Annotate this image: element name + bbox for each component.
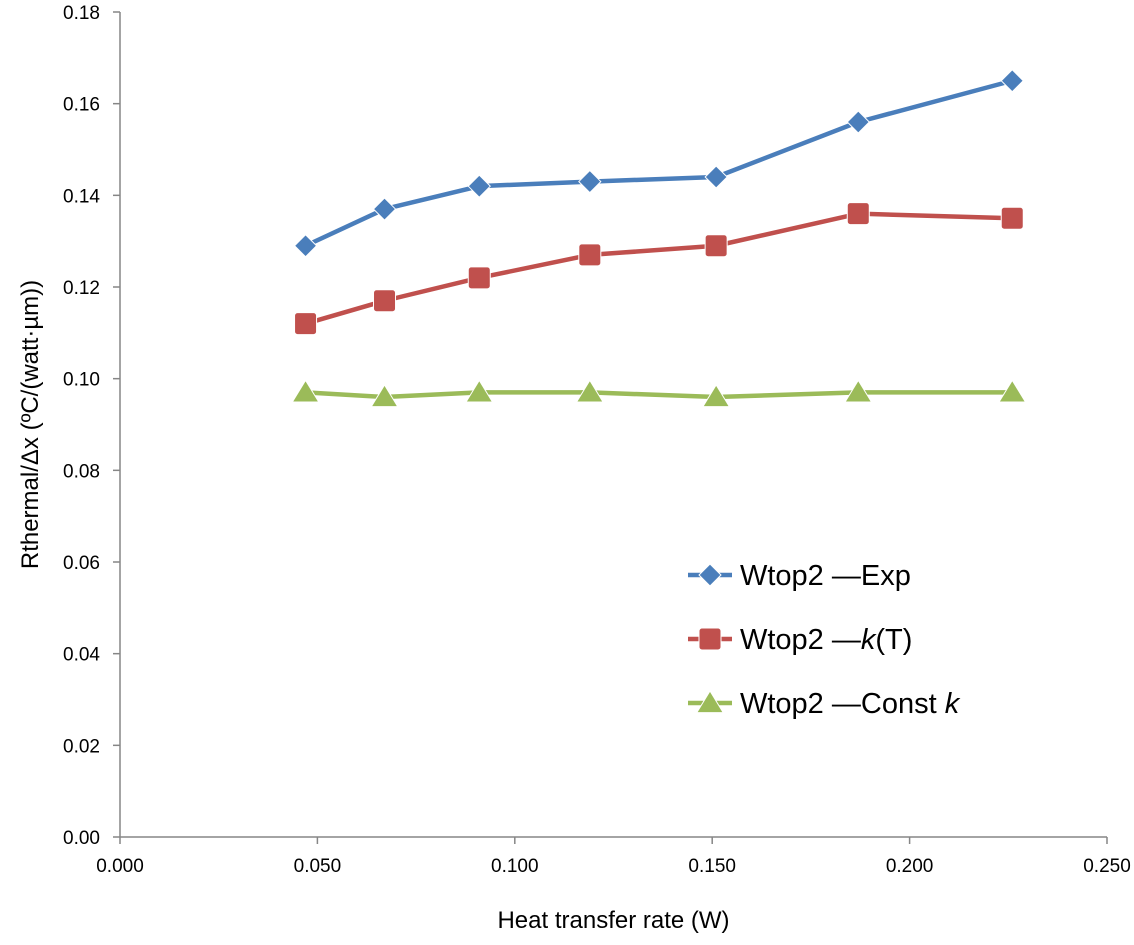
y-tick-label: 0.18 [63, 3, 100, 24]
data-point [704, 165, 728, 189]
x-axis-title: Heat transfer rate (W) [497, 907, 729, 934]
y-tick-label: 0.02 [63, 736, 100, 757]
series-line [305, 390, 1013, 400]
x-tick-label: 0.050 [294, 856, 342, 877]
legend-label: Wtop2 —Const k [740, 688, 961, 720]
data-point [998, 379, 1027, 403]
data-point [846, 202, 870, 226]
data-point [370, 384, 399, 408]
data-point [578, 169, 602, 194]
x-tick-label: 0.100 [491, 856, 539, 877]
data-point [294, 312, 318, 336]
legend-item: Wtop2 —k(T) [688, 624, 912, 656]
data-point [846, 110, 870, 134]
y-tick-label: 0.16 [63, 95, 100, 116]
series-diamond [293, 69, 1024, 258]
legend-marker [698, 627, 722, 651]
x-tick-label: 0.200 [886, 856, 934, 877]
legend-label: Wtop2 —k(T) [740, 624, 912, 656]
data-point [844, 379, 873, 403]
tick-labels: 0.00 0.02 0.04 0.06 0.08 0.10 0.12 0.14 0.16 0.18… [63, 3, 1131, 877]
data-point [575, 379, 604, 403]
data-point [465, 379, 494, 403]
y-tick-label: 0.10 [63, 370, 100, 391]
legend-label: Wtop2 —Exp [740, 560, 911, 592]
data-point [1000, 69, 1024, 93]
series-line [304, 211, 1013, 326]
y-tick-label: 0.14 [63, 186, 100, 207]
series-line [304, 78, 1013, 248]
y-tick-label: 0.06 [63, 553, 100, 574]
series-triangle [291, 379, 1027, 408]
legend-item: Wtop2 —Exp [688, 560, 911, 592]
x-tick-label: 0.000 [96, 856, 144, 877]
series-square [294, 202, 1024, 336]
data-point [578, 243, 602, 267]
legend: Wtop2 —Exp Wtop2 —k(T) Wtop2 —Const k [688, 560, 961, 720]
data-point [704, 234, 728, 258]
y-axis-title: Rthermal/Δx (ºC/(watt·µm)) [17, 280, 44, 569]
legend-marker [698, 563, 722, 587]
data-point [467, 174, 491, 198]
data-point [372, 197, 397, 221]
y-tick-label: 0.08 [63, 461, 100, 482]
y-tick-label: 0.00 [63, 828, 100, 849]
data-point [1000, 206, 1024, 230]
x-tick-label: 0.250 [1083, 856, 1131, 877]
series-layer [291, 69, 1027, 408]
data-point [373, 289, 397, 313]
legend-item: Wtop2 —Const k [688, 688, 961, 720]
y-tick-label: 0.12 [63, 278, 100, 299]
data-point [293, 234, 318, 258]
data-point [467, 266, 491, 290]
data-point [702, 384, 731, 408]
x-tick-label: 0.150 [688, 856, 736, 877]
y-tick-label: 0.04 [63, 645, 100, 666]
data-point [291, 379, 320, 403]
legend-marker [695, 690, 725, 714]
axes [113, 11, 1108, 844]
